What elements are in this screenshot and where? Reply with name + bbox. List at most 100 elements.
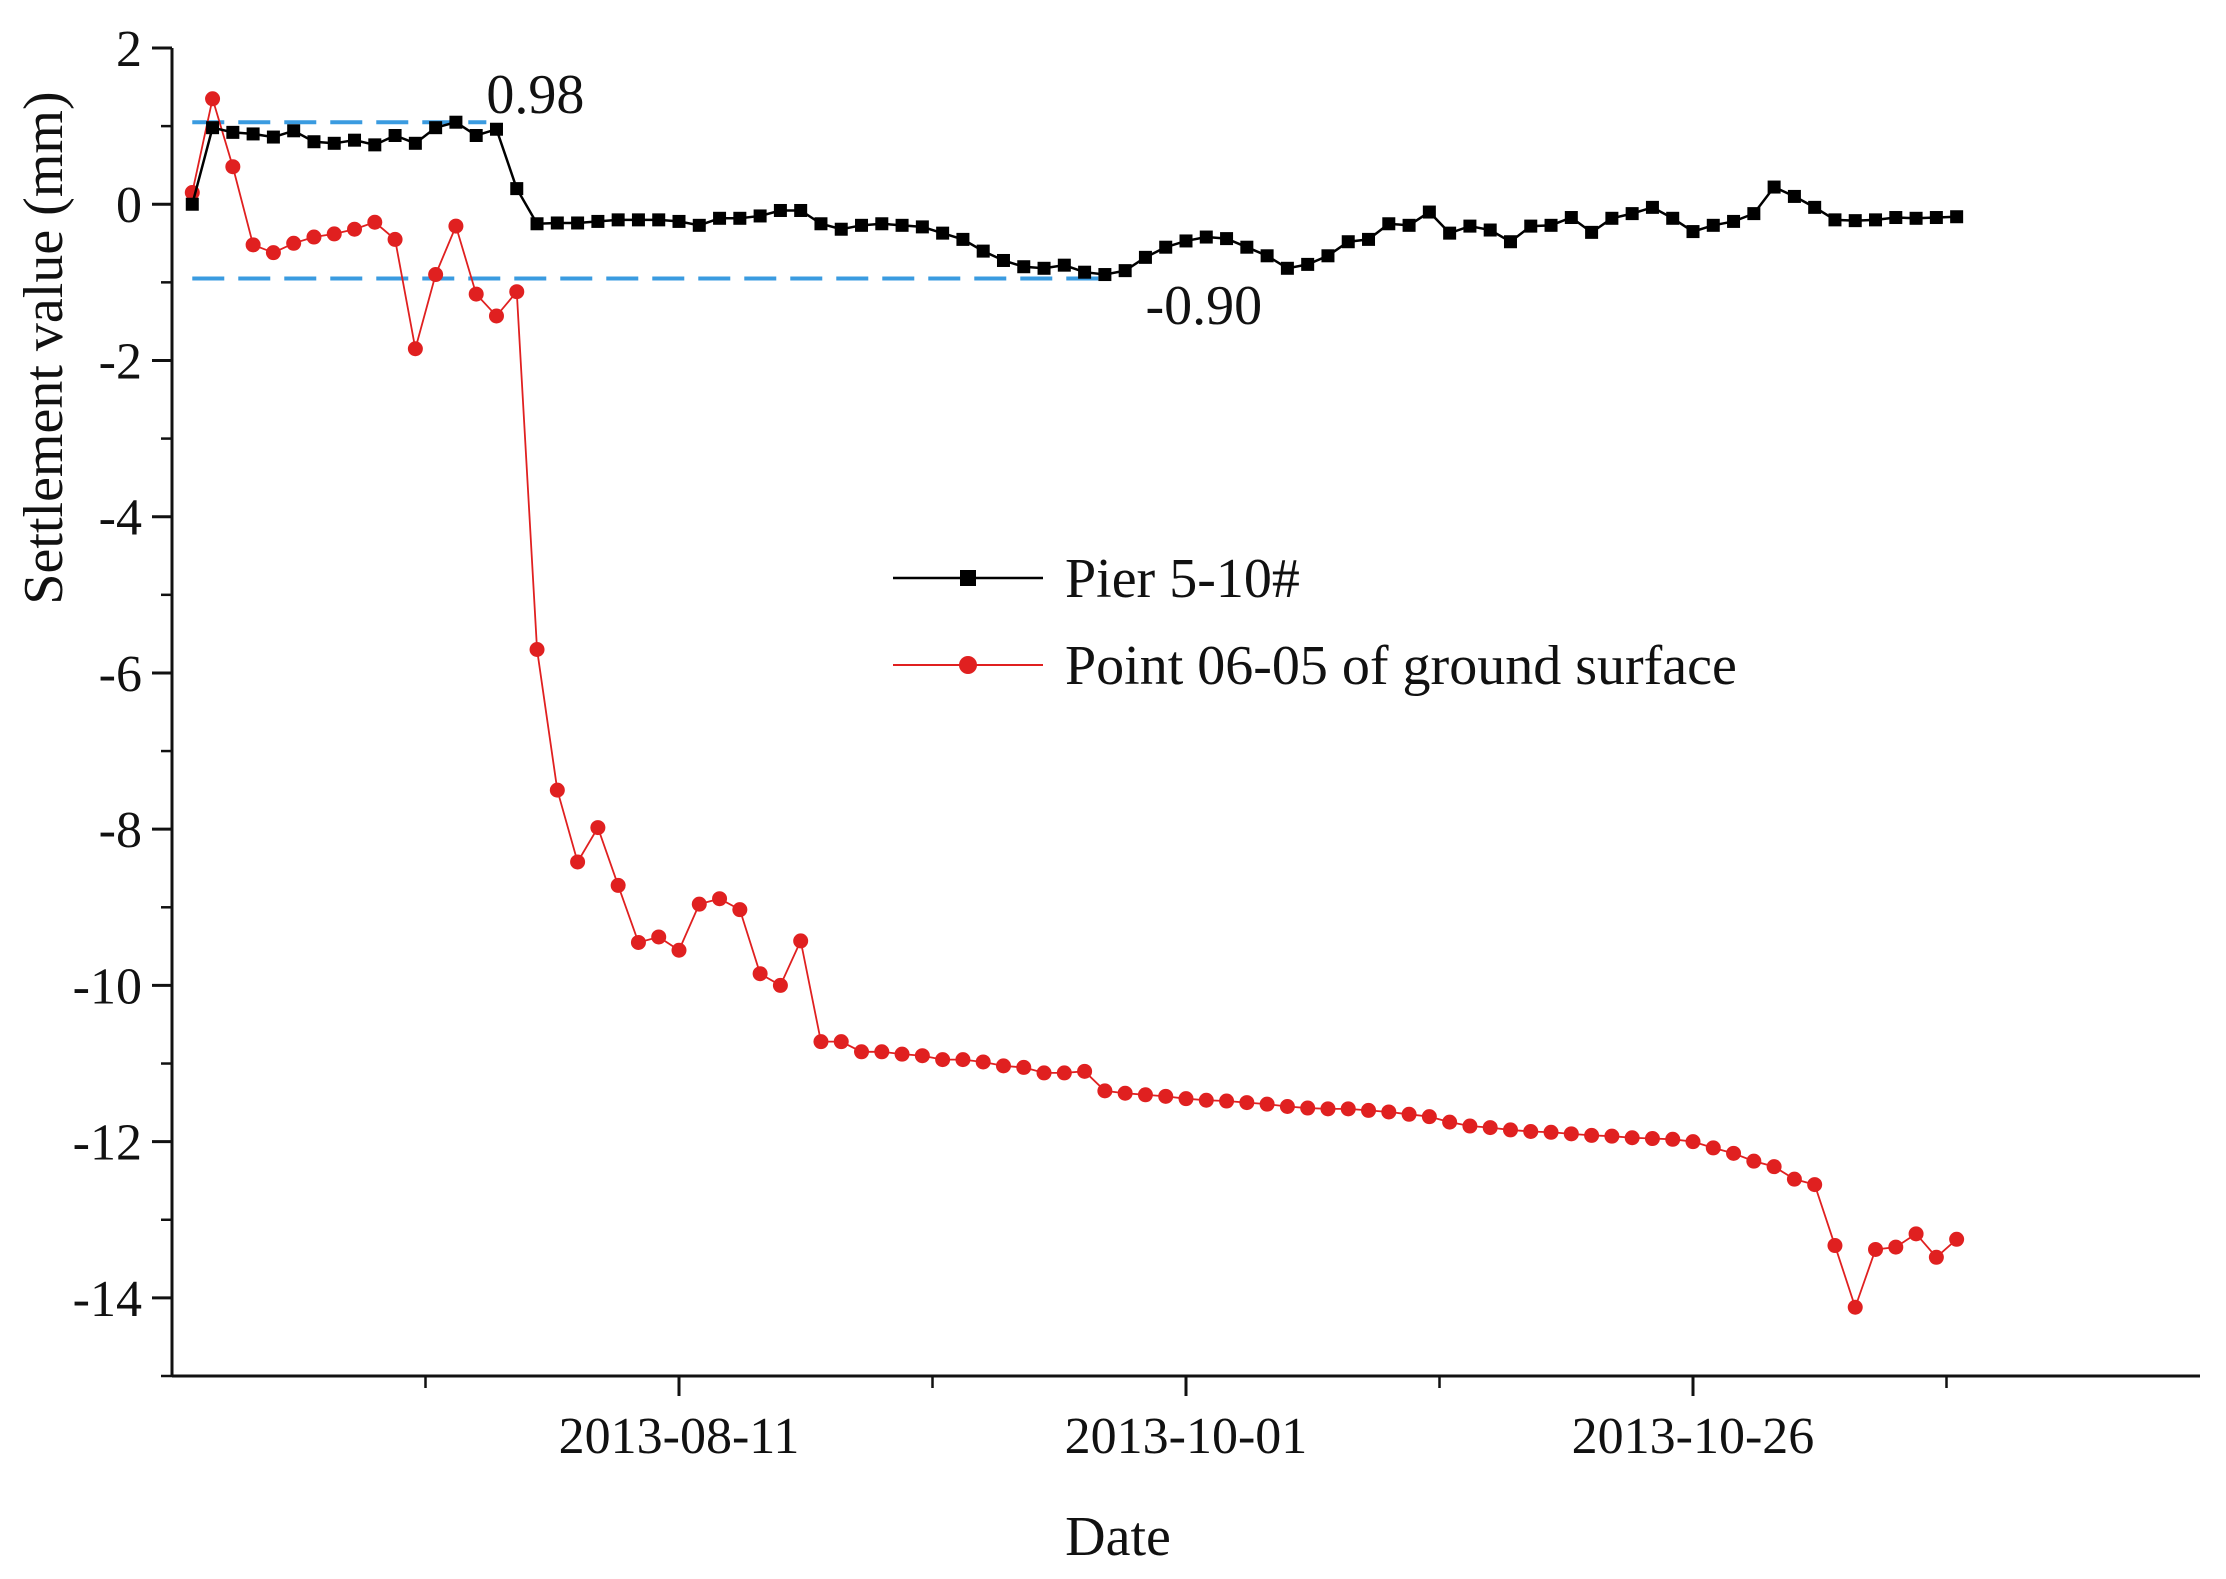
pier-point	[1199, 230, 1213, 244]
ground-point	[468, 286, 484, 302]
pier-point	[1341, 235, 1355, 249]
ground-point	[1320, 1101, 1336, 1117]
ground-point	[630, 934, 646, 950]
pier-point	[469, 128, 483, 142]
ground-point	[509, 284, 525, 300]
pier-point	[429, 121, 443, 135]
ground-point	[590, 820, 606, 836]
pier-point	[1585, 225, 1599, 239]
pier-point	[1179, 234, 1193, 248]
pier-point	[1686, 225, 1700, 239]
pier-point	[1869, 213, 1883, 227]
ground-point	[1036, 1065, 1052, 1081]
legend-entry-pier: Pier 5-10#	[893, 548, 1300, 610]
ground-point	[833, 1034, 849, 1050]
ground-point	[407, 341, 423, 357]
ground-point	[914, 1048, 930, 1064]
ground-point	[1868, 1241, 1884, 1257]
ground-point	[1259, 1096, 1275, 1112]
ground-point	[1300, 1100, 1316, 1116]
ground-point	[1705, 1140, 1721, 1156]
ground-point	[651, 929, 667, 945]
pier-point	[591, 214, 605, 228]
pier-point	[1483, 223, 1497, 237]
pier-point	[652, 213, 666, 227]
ground-point	[1827, 1238, 1843, 1254]
ground-point	[1888, 1239, 1904, 1255]
pier-point	[834, 222, 848, 236]
pier-point	[388, 128, 402, 142]
series-ground-point	[184, 91, 1965, 1315]
pier-point	[1666, 211, 1680, 225]
pier-point	[672, 214, 686, 228]
pier-point	[1727, 214, 1741, 228]
legend: Pier 5-10# Point 06-05 of ground surface	[893, 548, 1737, 697]
pier-point	[1098, 268, 1112, 282]
ground-point	[1766, 1159, 1782, 1175]
pier-point	[510, 182, 524, 196]
pier-point	[753, 209, 767, 223]
ground-point	[894, 1046, 910, 1062]
y-tick-label: -6	[99, 646, 142, 703]
pier-point	[1240, 240, 1254, 254]
ground-point	[955, 1052, 971, 1068]
ground-point	[549, 782, 565, 798]
pier-point	[1078, 265, 1092, 279]
ground-point	[387, 231, 403, 247]
pier-point	[266, 130, 280, 144]
ground-point	[1361, 1102, 1377, 1118]
pier-point	[571, 216, 585, 230]
ground-point	[1178, 1091, 1194, 1107]
x-tick-label: 2013-10-01	[1065, 1408, 1308, 1465]
pier-point	[1848, 214, 1862, 228]
pier-point	[631, 213, 645, 227]
pier-point	[1950, 210, 1964, 224]
ground-point	[752, 966, 768, 982]
ground-point	[1482, 1120, 1498, 1136]
ground-point	[1807, 1177, 1823, 1193]
ground-point	[1644, 1131, 1660, 1147]
pier-point	[1382, 217, 1396, 231]
pier-point	[1625, 207, 1639, 221]
ground-point	[935, 1052, 951, 1068]
ground-point	[1097, 1083, 1113, 1099]
pier-point	[733, 211, 747, 225]
pier-point	[206, 121, 220, 135]
legend-square-marker	[960, 570, 976, 586]
ground-point	[1502, 1122, 1518, 1138]
y-tick-label: -12	[73, 1115, 142, 1172]
ground-point	[793, 933, 809, 949]
pier-point	[611, 213, 625, 227]
series-pier	[185, 115, 1964, 282]
ground-point	[1543, 1124, 1559, 1140]
y-tick-label: 2	[116, 21, 142, 78]
ground-point	[1584, 1127, 1600, 1143]
pier-point	[1524, 219, 1538, 233]
pier-point	[976, 244, 990, 258]
pier-point	[1564, 211, 1578, 225]
ground-point	[712, 891, 728, 907]
ground-point	[1137, 1087, 1153, 1103]
ground-line	[191, 98, 1958, 1311]
pier-point	[307, 135, 321, 149]
y-tick-label: -2	[99, 333, 142, 390]
legend-label-pier: Pier 5-10#	[1065, 548, 1300, 610]
ground-point	[1928, 1249, 1944, 1265]
ground-point	[570, 854, 586, 870]
pier-point	[1889, 211, 1903, 225]
pier-point	[1138, 250, 1152, 264]
annotation-max-value: 0.98	[486, 64, 584, 126]
ground-point	[1908, 1226, 1924, 1242]
ground-point	[995, 1058, 1011, 1074]
pier-point	[1321, 249, 1335, 263]
pier-point	[1828, 213, 1842, 227]
ground-point	[813, 1034, 829, 1050]
x-tick-label: 2013-08-11	[559, 1408, 800, 1465]
ground-point	[1381, 1104, 1397, 1120]
legend-circle-marker	[959, 656, 977, 674]
pier-point	[713, 211, 727, 225]
ground-point	[529, 642, 545, 658]
annotation-min-value: -0.90	[1145, 275, 1262, 337]
pier-point	[1422, 205, 1436, 219]
